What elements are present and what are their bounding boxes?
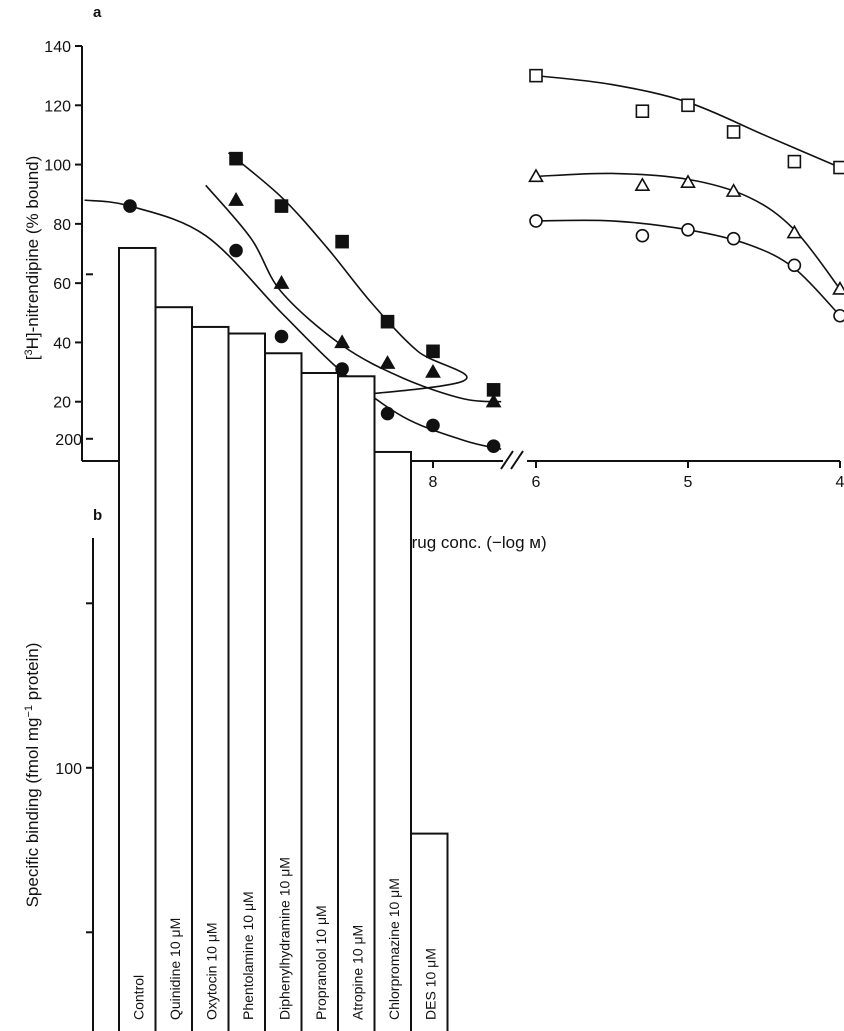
- panel-a-point-filled-square: [335, 234, 349, 249]
- panel-a-y-tick-label: 100: [44, 158, 71, 175]
- panel-a-point-open-square: [787, 154, 802, 169]
- panel-b-bar-label: Propranolol 10 μM: [313, 905, 329, 1020]
- panel-a-point-filled-triangle: [334, 334, 350, 349]
- panel-b-bar-label: DES 10 μM: [422, 948, 438, 1020]
- panel-a-point-filled-square: [486, 383, 501, 397]
- panel-a-point-open-circle: [681, 222, 695, 237]
- panel-a-point-filled-square: [426, 344, 440, 359]
- panel-a-point-open-triangle: [786, 224, 803, 239]
- panel-a-point-filled-circle: [123, 199, 137, 213]
- panel-a-points: [123, 68, 844, 453]
- panel-a-y-tick-label: 80: [53, 217, 71, 234]
- panel-a-point-filled-circle: [335, 362, 349, 376]
- panel-a-y-ticks: 20 40 60 80 100 120 140: [44, 39, 82, 412]
- panel-b-bar-chart: b 100 200 Control Quinidine 10 μM Oxytocin …: [23, 246, 449, 1031]
- panel-a-fit-curve-6: [535, 219, 841, 317]
- panel-a-point-open-square: [833, 160, 844, 175]
- panel-a-x-axis-label: Drug conc. (−log м): [399, 533, 546, 552]
- panel-a-fit-curve-4: [535, 74, 841, 169]
- panel-a-y-tick-label: 140: [44, 39, 71, 56]
- panel-a-point-open-circle: [726, 231, 741, 246]
- panel-a-point-open-circle: [833, 308, 844, 323]
- panel-b-bar-label: Atropine 10 μM: [349, 925, 365, 1020]
- panel-a-x-tick-label: 4: [836, 474, 844, 491]
- panel-a-point-open-square: [681, 98, 695, 113]
- panel-a-point-open-square: [635, 104, 650, 119]
- panel-b-bar: [118, 246, 157, 1031]
- panel-a-point-open-circle: [529, 214, 543, 228]
- panel-a-point-filled-circle: [380, 406, 395, 421]
- panel-b-bar-label: Phentolamine 10 μM: [240, 891, 256, 1020]
- panel-a-y-tick-label: 20: [53, 395, 71, 412]
- panel-a-point-filled-circle: [486, 439, 501, 453]
- panel-a-point-filled-triangle: [228, 192, 244, 206]
- panel-a-point-filled-square: [229, 151, 243, 166]
- panel-a-axis-break-mark: [510, 450, 524, 470]
- panel-b-bar-label: Oxytocin 10 μM: [203, 922, 219, 1020]
- panel-a-point-filled-triangle: [273, 275, 290, 289]
- panel-a-point-filled-square: [380, 314, 395, 329]
- panel-a-y-tick-label: 60: [53, 276, 71, 293]
- panel-b-bar: [337, 375, 376, 1031]
- panel-b-y-tick-label: 100: [55, 761, 82, 778]
- panel-a-y-axis-label: [3H]-nitrendipine (% bound): [23, 156, 42, 361]
- panel-a-y-tick-label: 40: [53, 335, 71, 352]
- panel-b-bar-label: Diphenylhydramine 10 μM: [276, 857, 292, 1020]
- panel-b-bar: [410, 832, 449, 1031]
- panel-a-point-filled-square: [274, 199, 289, 213]
- panel-b-bar: [154, 306, 193, 1031]
- panel-a-x-tick-label: 8: [429, 474, 438, 491]
- panel-a-axis-break-mark: [500, 450, 514, 470]
- panel-a-point-filled-triangle: [379, 355, 396, 369]
- panel-b-bars: Control Quinidine 10 μM Oxytocin 10 μM Phen…: [118, 246, 449, 1031]
- panel-a-fit-curve-1: [84, 199, 502, 450]
- panel-b-label: b: [93, 507, 102, 524]
- panel-a-label: a: [93, 4, 102, 21]
- panel-a-fit-curve-3: [227, 152, 468, 400]
- panel-b-bar-label: Quinidine 10 μM: [167, 918, 183, 1020]
- panel-b-bar-label: Chlorpromazine 10 μM: [386, 878, 402, 1020]
- panel-b-y-axis-label: Specific binding (fmol mg−1 protein): [23, 643, 42, 908]
- panel-a-x-tick-label: 5: [684, 474, 693, 491]
- panel-b-y-tick-label: 200: [55, 432, 82, 449]
- panel-a-point-open-triangle: [680, 174, 696, 189]
- panel-a-y-tick-label: 120: [44, 98, 71, 115]
- panel-a-point-open-circle: [787, 258, 802, 273]
- panel-a-point-open-triangle: [832, 280, 844, 295]
- panel-a-point-filled-triangle: [425, 363, 441, 378]
- panel-a-point-filled-circle: [229, 243, 243, 258]
- panel-a-point-open-triangle: [725, 183, 742, 197]
- panel-b-bar: [373, 450, 412, 1031]
- panel-a-point-filled-triangle: [485, 393, 502, 408]
- panel-a-point-filled-circle: [274, 329, 289, 344]
- panel-a-point-open-triangle: [528, 168, 544, 183]
- panel-b-y-ticks: 100 200: [55, 273, 93, 934]
- panel-a-x-tick-label: 6: [532, 474, 541, 491]
- panel-a-point-open-square: [726, 125, 741, 139]
- panel-b-bar-label: Control: [130, 975, 146, 1020]
- panel-a-point-open-circle: [635, 228, 650, 243]
- panel-a-point-open-square: [529, 68, 543, 83]
- panel-a-point-filled-circle: [426, 418, 440, 433]
- panel-a-point-open-triangle: [634, 177, 651, 191]
